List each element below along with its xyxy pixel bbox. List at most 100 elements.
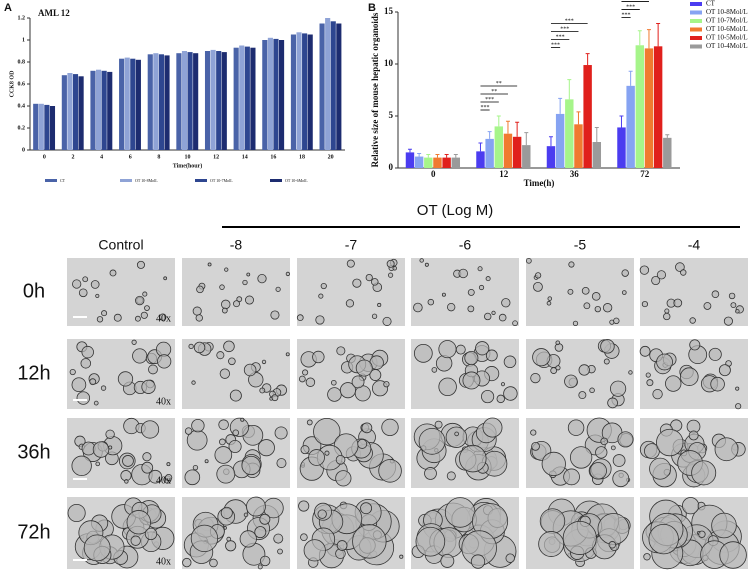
organoid	[191, 418, 205, 433]
organoid	[621, 269, 629, 277]
significance-label: **	[491, 89, 497, 95]
bar	[130, 58, 136, 151]
organoid	[467, 305, 475, 313]
organoid	[656, 353, 673, 371]
organoid	[415, 526, 446, 557]
significance-label: ***	[565, 18, 574, 24]
micrograph	[639, 339, 748, 410]
organoid	[204, 459, 209, 464]
organoid	[503, 386, 518, 401]
bar	[663, 137, 672, 168]
organoid	[481, 389, 495, 404]
micrograph: 40x	[67, 258, 175, 326]
organoid	[441, 292, 446, 297]
organoid	[305, 377, 316, 387]
bar	[433, 157, 442, 168]
bar	[153, 53, 159, 151]
organoid	[246, 496, 266, 517]
y-tick-label: 0.4	[18, 103, 26, 109]
bar	[405, 152, 415, 168]
organoid	[303, 539, 326, 562]
significance-label: ***	[556, 34, 565, 40]
magnification: 40x	[156, 556, 171, 567]
organoid	[124, 479, 129, 484]
bar	[33, 103, 39, 150]
organoid	[144, 305, 150, 311]
organoid	[594, 305, 601, 313]
organoid	[714, 437, 739, 462]
organoid	[735, 309, 740, 314]
bar	[644, 48, 654, 168]
bar	[442, 157, 451, 168]
bar	[503, 133, 513, 168]
organoid	[612, 454, 626, 467]
x-tick-label: 8	[157, 154, 160, 160]
magnification: 40x	[156, 313, 171, 324]
organoid	[383, 381, 390, 388]
bar	[90, 70, 96, 150]
organoid	[298, 500, 310, 512]
organoid	[703, 302, 712, 310]
organoid	[533, 282, 543, 292]
error-bar	[444, 153, 449, 158]
organoid	[600, 339, 615, 354]
y-tick-label: 15	[384, 6, 394, 16]
organoid	[418, 427, 446, 455]
organoid	[603, 358, 610, 365]
organoid	[446, 471, 456, 481]
column-label: Control	[98, 237, 143, 253]
organoid	[157, 354, 172, 369]
legend-label: CT	[706, 0, 716, 8]
bar	[67, 73, 73, 150]
micrograph	[297, 339, 405, 409]
bar	[565, 99, 574, 168]
x-axis-label: Time(h)	[524, 178, 555, 188]
organoid	[315, 315, 325, 325]
organoid	[95, 293, 100, 298]
organoid	[600, 437, 608, 446]
error-bar	[585, 53, 590, 66]
bar	[494, 126, 504, 168]
organoid	[336, 540, 348, 551]
organoid	[651, 275, 661, 286]
y-tick-label: 5	[389, 110, 394, 120]
bar	[193, 53, 199, 151]
y-tick-label: 0	[389, 162, 394, 172]
y-tick-label: 0.8	[18, 59, 26, 65]
organoid	[312, 350, 325, 364]
organoid	[555, 365, 561, 371]
organoid	[81, 345, 94, 359]
organoid	[467, 288, 475, 296]
organoid	[275, 286, 281, 292]
organoid	[182, 557, 192, 568]
organoid	[229, 389, 242, 402]
organoid	[90, 280, 100, 289]
y-tick-label: 0	[22, 147, 25, 153]
micrograph	[639, 258, 748, 326]
organoid	[122, 455, 134, 467]
micrograph-background	[297, 258, 405, 326]
organoid	[564, 374, 578, 389]
micrograph	[182, 339, 290, 409]
organoid	[165, 473, 173, 482]
x-tick-label: 14	[242, 154, 248, 160]
organoid	[477, 266, 483, 272]
micrograph	[411, 258, 519, 327]
organoid	[387, 272, 394, 278]
organoid	[621, 290, 627, 295]
organoid	[470, 554, 486, 569]
y-axis-label: Relative size of mouse hepatic organoids	[370, 12, 380, 167]
organoid	[595, 446, 608, 459]
organoid	[496, 394, 505, 404]
x-tick-label: 4	[100, 154, 103, 160]
organoid	[296, 314, 304, 321]
y-tick-label: 1.2	[18, 15, 26, 21]
legend-label: OT 10-4Mol/L	[706, 42, 748, 50]
organoid	[378, 459, 402, 483]
micrograph	[526, 417, 634, 488]
organoid	[117, 371, 134, 387]
organoid	[142, 291, 148, 297]
organoid	[241, 455, 261, 476]
significance-label: **	[496, 81, 502, 87]
organoid	[306, 419, 313, 426]
